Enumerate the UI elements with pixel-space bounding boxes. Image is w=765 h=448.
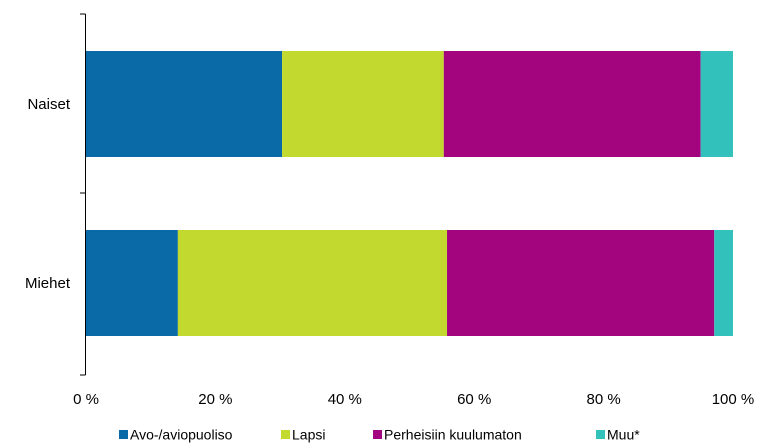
- bar-miehet-1: [86, 230, 178, 336]
- legend-swatch: [373, 430, 382, 439]
- legend-item-1: Avo-/aviopuoliso: [119, 427, 233, 443]
- legend-item-2: Lapsi: [281, 427, 325, 443]
- legend-swatch: [596, 430, 605, 439]
- axes-group: Naiset Miehet 0 % 20 % 40 % 60 % 80 % 100 %: [25, 13, 755, 408]
- legend: Avo-/aviopuoliso Lapsi Perheisiin kuulumat…: [119, 427, 640, 443]
- bar-miehet-2: [177, 230, 448, 336]
- bar-naiset-1: [86, 51, 283, 157]
- legend-item-3: Perheisiin kuulumaton: [373, 427, 522, 443]
- legend-swatch: [281, 430, 290, 439]
- x-tick-label: 20 %: [198, 391, 232, 408]
- legend-label: Muu*: [607, 427, 640, 443]
- bar-naiset-3: [443, 51, 701, 157]
- bars-group: [86, 51, 733, 336]
- bar-naiset-2: [282, 51, 444, 157]
- x-tick-label: 0 %: [73, 391, 99, 408]
- category-label-naiset: Naiset: [27, 96, 70, 113]
- x-tick-label: 40 %: [328, 391, 362, 408]
- category-label-miehet: Miehet: [25, 275, 71, 292]
- legend-item-4: Muu*: [596, 427, 640, 443]
- x-tick-label: 60 %: [457, 391, 491, 408]
- legend-label: Perheisiin kuulumaton: [384, 427, 522, 443]
- x-tick-label: 80 %: [586, 391, 620, 408]
- legend-label: Avo-/aviopuoliso: [130, 427, 233, 443]
- bar-miehet-3: [447, 230, 715, 336]
- bar-miehet-4: [714, 230, 733, 336]
- legend-label: Lapsi: [292, 427, 325, 443]
- x-tick-label: 100 %: [712, 391, 755, 408]
- legend-swatch: [119, 430, 128, 439]
- bar-naiset-4: [700, 51, 733, 157]
